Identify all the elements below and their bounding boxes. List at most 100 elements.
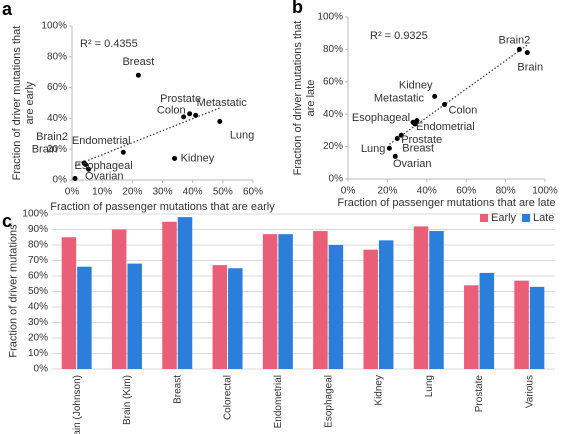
point-label: Brain2	[498, 34, 530, 46]
bar	[363, 249, 378, 369]
x-tick-label: Lung	[424, 375, 435, 397]
y-tick-label: 40%	[47, 113, 67, 124]
x-tick-label: Brain (Kim)	[122, 375, 133, 425]
y-tick-label: 60%	[47, 82, 67, 93]
bar	[529, 286, 545, 369]
point-label: Lung	[230, 129, 254, 141]
x-tick-label: 50%	[213, 187, 233, 198]
panel-letter: c	[2, 211, 12, 231]
bar	[77, 266, 92, 369]
point-label: Breast	[122, 56, 154, 68]
point	[217, 118, 223, 124]
y-tick-label: 40%	[323, 109, 343, 120]
point	[442, 101, 448, 107]
y-tick-label: 20%	[47, 144, 67, 155]
point	[524, 50, 530, 56]
point-label: Esophageal	[75, 160, 133, 172]
bar	[413, 226, 429, 369]
x-tick-label: 100%	[532, 186, 558, 197]
bar	[127, 263, 142, 369]
bar	[479, 272, 495, 369]
point	[135, 72, 141, 78]
x-tick-label: 20%	[377, 186, 397, 197]
point-label: Esophageal	[352, 112, 410, 124]
x-tick-label: Endometrial	[273, 375, 284, 428]
y-axis-label: Fraction of driver mutations that are ea…	[11, 25, 36, 181]
legend-label: Late	[533, 212, 554, 224]
point	[181, 114, 187, 120]
y-tick-label: 90%	[28, 224, 48, 235]
bar	[328, 245, 344, 369]
point-label: Brain	[32, 144, 58, 156]
y-tick-label: 30%	[28, 317, 48, 328]
annotation: R² = 0.4355	[80, 38, 138, 50]
point	[410, 119, 416, 125]
point	[516, 46, 522, 52]
x-tick-label: 40%	[183, 187, 203, 198]
y-tick-label: 0%	[53, 175, 68, 186]
bar	[262, 234, 278, 369]
point	[86, 166, 92, 172]
x-tick-label: Kidney	[374, 375, 385, 406]
bar	[177, 217, 193, 369]
y-tick-label: 80%	[323, 44, 343, 55]
point-label: Brain	[517, 62, 543, 74]
legend-swatch	[480, 214, 488, 222]
bar	[429, 231, 444, 369]
x-tick-label: 10%	[92, 187, 112, 198]
point	[432, 93, 438, 99]
point	[386, 145, 392, 151]
x-tick-label: Prostate	[474, 375, 485, 413]
x-tick-label: 30%	[152, 187, 172, 198]
point	[392, 153, 398, 159]
y-tick-label: 60%	[323, 76, 343, 87]
point-label: Brain2	[36, 131, 68, 143]
point	[172, 155, 178, 161]
bar	[212, 265, 228, 369]
bar	[378, 240, 394, 369]
point-label: Ovarian	[85, 170, 124, 182]
y-tick-label: 10%	[28, 348, 48, 359]
panel-letter: b	[292, 0, 303, 17]
legend-label: Early	[491, 212, 517, 224]
y-tick-label: 0%	[329, 174, 344, 185]
bar	[464, 285, 479, 369]
y-tick-label: 50%	[28, 286, 48, 297]
x-tick-label: 60%	[243, 187, 263, 198]
y-tick-label: 60%	[28, 271, 48, 282]
bar	[514, 280, 529, 369]
y-tick-label: 40%	[28, 302, 48, 313]
y-tick-label: 80%	[28, 240, 48, 251]
bar	[313, 231, 328, 369]
x-tick-label: Brain (Johnson)	[72, 375, 83, 434]
x-tick-label: Esophageal	[323, 375, 334, 428]
y-tick-label: 100%	[41, 21, 67, 32]
y-tick-label: 80%	[47, 51, 67, 62]
bar	[61, 237, 77, 369]
x-tick-label: 60%	[456, 186, 476, 197]
point-label: Breast	[402, 142, 434, 154]
point-label: Metastatic	[374, 93, 425, 105]
point-label: Kidney	[399, 79, 433, 91]
x-tick-label: 80%	[496, 186, 516, 197]
x-tick-label: 0%	[341, 186, 356, 197]
y-tick-label: 20%	[323, 141, 343, 152]
point	[394, 136, 400, 141]
x-tick-label: 20%	[122, 187, 142, 198]
x-tick-label: 40%	[417, 186, 437, 197]
bar	[278, 234, 293, 369]
point-label: Endometrial	[72, 135, 131, 147]
y-tick-label: 100%	[317, 12, 343, 23]
legend-swatch	[522, 214, 530, 222]
point-label: Prostate	[160, 93, 201, 105]
point	[187, 111, 193, 117]
point	[398, 132, 404, 138]
point-label: Ovarian	[393, 158, 432, 170]
y-axis-label: Fraction of driver mutations	[7, 224, 20, 358]
y-tick-label: 100%	[22, 209, 48, 220]
x-tick-label: 0%	[65, 187, 80, 198]
point-label: Colon	[449, 104, 478, 116]
point	[193, 112, 199, 118]
x-tick-label: Breast	[172, 375, 183, 404]
